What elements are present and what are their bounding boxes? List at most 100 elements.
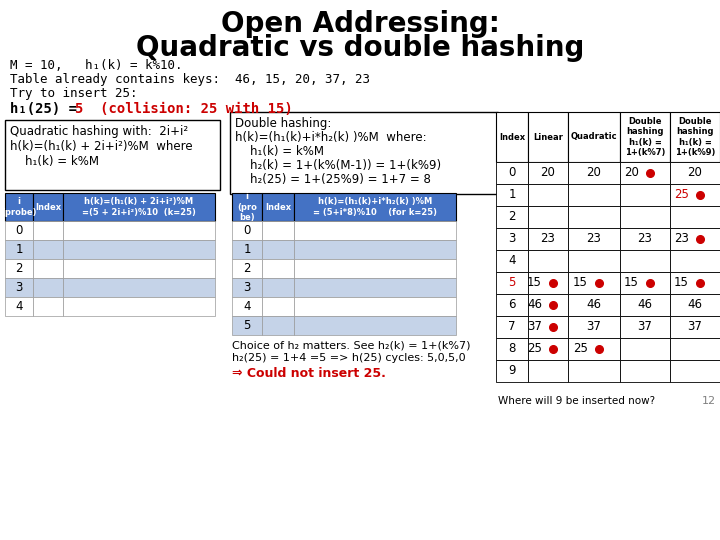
Bar bbox=[528, 250, 568, 272]
Text: h₁(25) =: h₁(25) = bbox=[10, 102, 86, 116]
Text: 3: 3 bbox=[243, 281, 251, 294]
Text: h₂(25) = 1+4 =5 => h(25) cycles: 5,0,5,0: h₂(25) = 1+4 =5 => h(25) cycles: 5,0,5,0 bbox=[232, 353, 466, 363]
Bar bbox=[620, 294, 670, 316]
Bar bbox=[528, 162, 568, 184]
Text: ⇒ Could not insert 25.: ⇒ Could not insert 25. bbox=[232, 367, 386, 380]
Text: Try to insert 25:: Try to insert 25: bbox=[10, 87, 138, 100]
Bar bbox=[294, 297, 456, 316]
Text: 2: 2 bbox=[243, 262, 251, 275]
Bar bbox=[496, 338, 528, 360]
Text: h₂(25) = 1+(25%9) = 1+7 = 8: h₂(25) = 1+(25%9) = 1+7 = 8 bbox=[235, 173, 431, 186]
Text: 1: 1 bbox=[243, 243, 251, 256]
Text: 25: 25 bbox=[573, 342, 588, 355]
Bar bbox=[568, 112, 620, 162]
Text: 25: 25 bbox=[527, 342, 542, 355]
Bar bbox=[528, 360, 568, 382]
Bar bbox=[620, 272, 670, 294]
Bar bbox=[262, 278, 294, 297]
Text: 6: 6 bbox=[508, 299, 516, 312]
Text: 37: 37 bbox=[688, 321, 703, 334]
Bar bbox=[33, 240, 63, 259]
Text: 5  (collision: 25 with 15): 5 (collision: 25 with 15) bbox=[75, 102, 293, 116]
Text: 12: 12 bbox=[702, 396, 716, 406]
Text: 23: 23 bbox=[674, 233, 689, 246]
Text: 23: 23 bbox=[587, 233, 601, 246]
Bar bbox=[670, 184, 720, 206]
Bar bbox=[5, 278, 33, 297]
Bar bbox=[620, 316, 670, 338]
Bar bbox=[232, 259, 262, 278]
Bar bbox=[670, 206, 720, 228]
Text: Index: Index bbox=[265, 202, 291, 212]
Bar bbox=[496, 316, 528, 338]
Text: 3: 3 bbox=[508, 233, 516, 246]
Bar bbox=[670, 228, 720, 250]
Bar bbox=[568, 272, 620, 294]
Bar bbox=[63, 297, 215, 316]
Bar bbox=[33, 221, 63, 240]
Bar bbox=[63, 221, 215, 240]
Bar bbox=[5, 193, 33, 221]
Text: 46: 46 bbox=[688, 299, 703, 312]
Bar bbox=[232, 316, 262, 335]
Bar bbox=[568, 294, 620, 316]
Bar bbox=[262, 240, 294, 259]
Text: Quadratic hashing with:  2i+i²: Quadratic hashing with: 2i+i² bbox=[10, 125, 188, 138]
Text: 4: 4 bbox=[508, 254, 516, 267]
Text: 46: 46 bbox=[527, 299, 542, 312]
Bar bbox=[262, 221, 294, 240]
Bar bbox=[496, 360, 528, 382]
Text: Quadratic vs double hashing: Quadratic vs double hashing bbox=[136, 34, 584, 62]
Text: 15: 15 bbox=[573, 276, 588, 289]
Bar bbox=[232, 240, 262, 259]
Text: 2: 2 bbox=[508, 211, 516, 224]
Text: 20: 20 bbox=[624, 166, 639, 179]
Bar bbox=[5, 221, 33, 240]
Bar bbox=[63, 278, 215, 297]
Text: 15: 15 bbox=[624, 276, 639, 289]
Bar bbox=[496, 272, 528, 294]
Text: Index: Index bbox=[35, 202, 61, 212]
Bar bbox=[620, 112, 670, 162]
Bar bbox=[294, 240, 456, 259]
Text: 4: 4 bbox=[243, 300, 251, 313]
Bar bbox=[568, 250, 620, 272]
Bar bbox=[670, 162, 720, 184]
Bar bbox=[262, 297, 294, 316]
Text: 23: 23 bbox=[638, 233, 652, 246]
Text: 0: 0 bbox=[243, 224, 251, 237]
Bar bbox=[670, 272, 720, 294]
Text: 20: 20 bbox=[587, 166, 601, 179]
Text: 4: 4 bbox=[15, 300, 23, 313]
Text: i
(probe): i (probe) bbox=[1, 197, 37, 217]
Bar bbox=[528, 294, 568, 316]
Bar bbox=[568, 316, 620, 338]
Bar bbox=[496, 206, 528, 228]
Bar bbox=[294, 278, 456, 297]
Text: 1: 1 bbox=[15, 243, 23, 256]
Bar bbox=[294, 193, 456, 221]
Bar bbox=[568, 184, 620, 206]
Text: 0: 0 bbox=[15, 224, 23, 237]
Text: 1: 1 bbox=[508, 188, 516, 201]
Bar bbox=[5, 120, 220, 190]
Text: 37: 37 bbox=[638, 321, 652, 334]
Text: 23: 23 bbox=[541, 233, 555, 246]
Text: h(k)=(h₁(k)+i*h₂(k) )%M  where:: h(k)=(h₁(k)+i*h₂(k) )%M where: bbox=[235, 131, 427, 144]
Bar bbox=[33, 259, 63, 278]
Bar bbox=[262, 193, 294, 221]
Bar bbox=[528, 206, 568, 228]
Bar bbox=[5, 240, 33, 259]
Bar bbox=[528, 338, 568, 360]
Text: Double hashing:: Double hashing: bbox=[235, 117, 331, 130]
Text: 3: 3 bbox=[15, 281, 23, 294]
Text: 20: 20 bbox=[688, 166, 703, 179]
Text: Open Addressing:: Open Addressing: bbox=[220, 10, 500, 38]
Text: 2: 2 bbox=[15, 262, 23, 275]
Bar bbox=[262, 259, 294, 278]
Bar bbox=[528, 272, 568, 294]
Bar bbox=[232, 193, 262, 221]
Text: Table already contains keys:  46, 15, 20, 37, 23: Table already contains keys: 46, 15, 20,… bbox=[10, 73, 370, 86]
Bar bbox=[670, 316, 720, 338]
Bar bbox=[620, 184, 670, 206]
